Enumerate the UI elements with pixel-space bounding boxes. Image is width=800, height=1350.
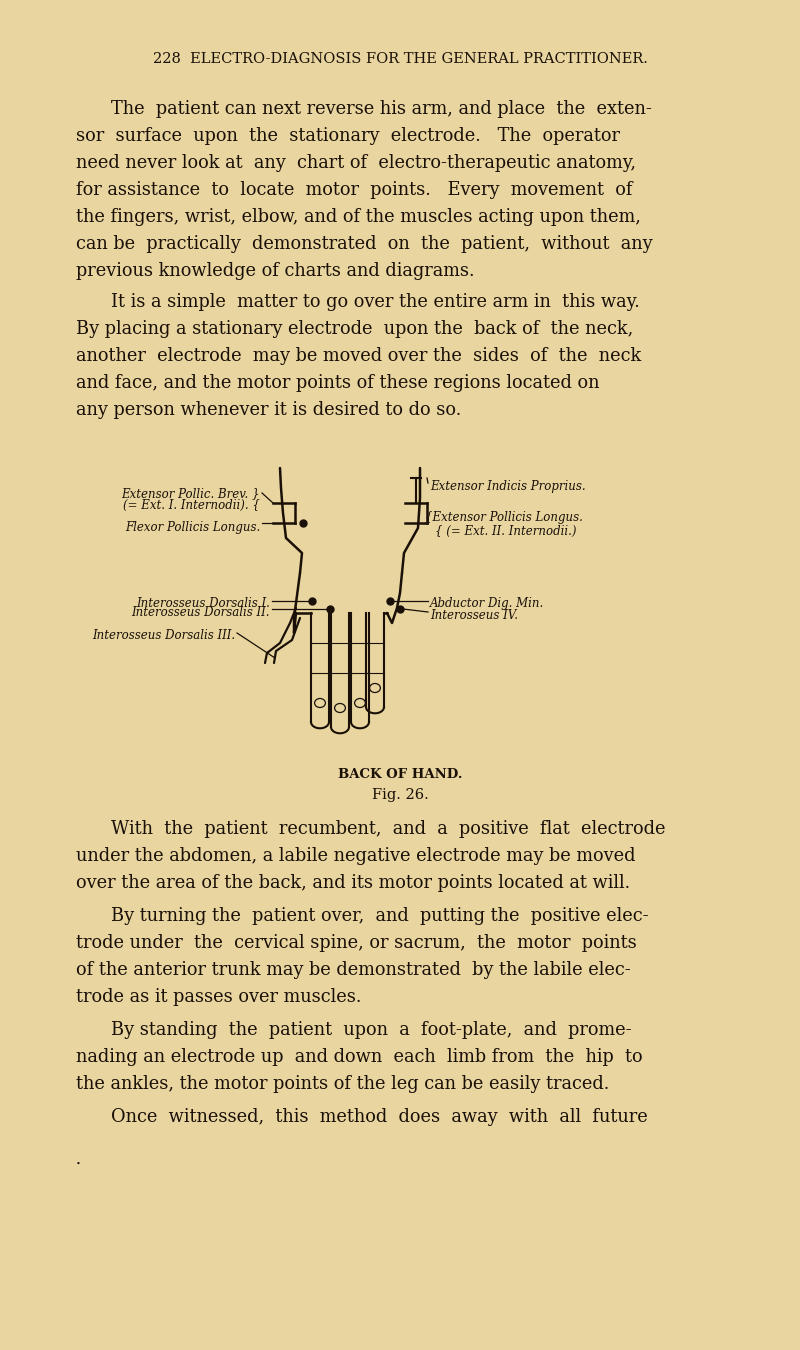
Text: Once  witnessed,  this  method  does  away  with  all  future: Once witnessed, this method does away wi…: [111, 1108, 648, 1126]
Text: By placing a stationary electrode  upon the  back of  the neck,: By placing a stationary electrode upon t…: [76, 320, 634, 338]
Text: The  patient can next reverse his arm, and place  the  exten-: The patient can next reverse his arm, an…: [111, 100, 652, 117]
Text: of the anterior trunk may be demonstrated  by the labile elec-: of the anterior trunk may be demonstrate…: [76, 961, 630, 979]
Text: { (= Ext. II. Internodii.): { (= Ext. II. Internodii.): [435, 525, 577, 539]
Text: Extensor Pollic. Brev. }: Extensor Pollic. Brev. }: [122, 487, 260, 500]
Text: By turning the  patient over,  and  putting the  positive elec-: By turning the patient over, and putting…: [111, 907, 649, 925]
Text: By standing  the  patient  upon  a  foot-plate,  and  prome-: By standing the patient upon a foot-plat…: [111, 1021, 632, 1040]
Text: over the area of the back, and its motor points located at will.: over the area of the back, and its motor…: [76, 873, 630, 892]
Text: another  electrode  may be moved over the  sides  of  the  neck: another electrode may be moved over the …: [76, 347, 642, 364]
Text: nading an electrode up  and down  each  limb from  the  hip  to: nading an electrode up and down each lim…: [76, 1048, 642, 1067]
Text: and face, and the motor points of these regions located on: and face, and the motor points of these …: [76, 374, 599, 392]
Text: any person whenever it is desired to do so.: any person whenever it is desired to do …: [76, 401, 462, 418]
Text: It is a simple  matter to go over the entire arm in  this way.: It is a simple matter to go over the ent…: [111, 293, 640, 310]
Text: under the abdomen, a labile negative electrode may be moved: under the abdomen, a labile negative ele…: [76, 846, 635, 865]
Text: Flexor Pollicis Longus.: Flexor Pollicis Longus.: [125, 521, 260, 535]
Text: Extensor Indicis Proprius.: Extensor Indicis Proprius.: [430, 481, 586, 493]
Text: sor  surface  upon  the  stationary  electrode.   The  operator: sor surface upon the stationary electrod…: [76, 127, 620, 144]
Text: Interosseus IV.: Interosseus IV.: [430, 609, 518, 622]
Text: Abductor Dig. Min.: Abductor Dig. Min.: [430, 597, 544, 610]
Text: •: •: [76, 1160, 81, 1168]
Text: the fingers, wrist, elbow, and of the muscles acting upon them,: the fingers, wrist, elbow, and of the mu…: [76, 208, 641, 225]
Text: Interosseus Dorsalis II.: Interosseus Dorsalis II.: [131, 606, 270, 620]
Text: (= Ext. I. Internodii). {: (= Ext. I. Internodii). {: [123, 500, 260, 512]
Text: Interosseus Dorsalis III.: Interosseus Dorsalis III.: [92, 629, 235, 643]
Text: the ankles, the motor points of the leg can be easily traced.: the ankles, the motor points of the leg …: [76, 1075, 610, 1094]
Text: previous knowledge of charts and diagrams.: previous knowledge of charts and diagram…: [76, 262, 474, 279]
Text: {Extensor Pollicis Longus.: {Extensor Pollicis Longus.: [425, 512, 583, 524]
Text: for assistance  to  locate  motor  points.   Every  movement  of: for assistance to locate motor points. E…: [76, 181, 633, 198]
Text: With  the  patient  recumbent,  and  a  positive  flat  electrode: With the patient recumbent, and a positi…: [111, 819, 666, 838]
Text: Fig. 26.: Fig. 26.: [372, 788, 428, 802]
Text: trode as it passes over muscles.: trode as it passes over muscles.: [76, 988, 362, 1006]
Text: trode under  the  cervical spine, or sacrum,  the  motor  points: trode under the cervical spine, or sacru…: [76, 934, 637, 952]
Text: BACK OF HAND.: BACK OF HAND.: [338, 768, 462, 782]
Text: can be  practically  demonstrated  on  the  patient,  without  any: can be practically demonstrated on the p…: [76, 235, 653, 252]
Text: 228  ELECTRO-DIAGNOSIS FOR THE GENERAL PRACTITIONER.: 228 ELECTRO-DIAGNOSIS FOR THE GENERAL PR…: [153, 53, 647, 66]
Text: Interosseus Dorsalis I.: Interosseus Dorsalis I.: [136, 597, 270, 610]
Text: need never look at  any  chart of  electro-therapeutic anatomy,: need never look at any chart of electro-…: [76, 154, 636, 171]
